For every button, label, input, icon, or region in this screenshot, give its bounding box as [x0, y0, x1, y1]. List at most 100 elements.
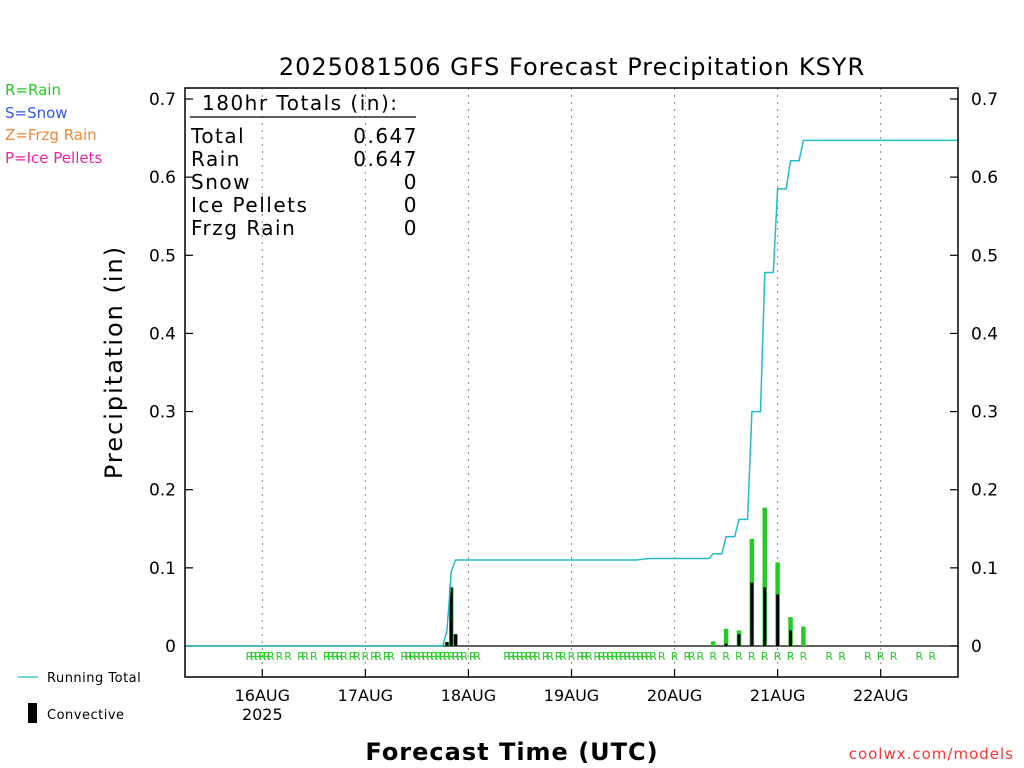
ptype-label: R [593, 650, 601, 663]
y-tick-label-left: 0.3 [149, 403, 176, 423]
y-tick-label-right: 0.5 [971, 246, 998, 266]
legend-ice-pellets: P=Ice Pellets [5, 148, 103, 167]
ptype-label: R [761, 650, 769, 663]
totals-label-snow: Snow [191, 170, 251, 194]
ptype-label: R [623, 650, 631, 663]
y-axis-label: Precipitation (in) [100, 245, 128, 479]
y-tick-label-right: 0 [971, 637, 982, 657]
ptype-label: R [697, 650, 705, 663]
ptype-label: R [258, 650, 266, 663]
x-tick-label: 18AUG [441, 686, 496, 705]
ptype-label: R [301, 650, 309, 663]
ptype-label: R [529, 650, 537, 663]
ptype-label: R [323, 650, 331, 663]
ptype-label: R [619, 650, 627, 663]
ptype-label: R [512, 650, 520, 663]
ptype-label: R [417, 650, 425, 663]
ptype-label: R [684, 650, 692, 663]
ptype-label: R [267, 650, 275, 663]
ptype-label: R [456, 650, 464, 663]
ptype-label: R [636, 650, 644, 663]
x-tick-label: 16AUG [235, 686, 290, 705]
precip-bar [762, 507, 767, 646]
ptype-label: R [276, 650, 284, 663]
y-tick-label-right: 0.7 [971, 90, 998, 110]
ptype-label: R [649, 650, 657, 663]
totals-header: 180hr Totals (in): [202, 91, 399, 115]
ptype-label: R [890, 650, 898, 663]
ptype-label: R [362, 650, 370, 663]
ptype-label: R [576, 650, 584, 663]
totals-label-frzg-rain: Frzg Rain [191, 216, 296, 240]
ptype-label: R [916, 650, 924, 663]
x-tick-label: 20AUG [647, 686, 702, 705]
ptype-label: R [520, 650, 528, 663]
ptype-label: R [864, 650, 872, 663]
ptype-label: R [688, 650, 696, 663]
ptype-label: R [400, 650, 408, 663]
ptype-label: R [340, 650, 348, 663]
ptype-label: R [452, 650, 460, 663]
ptype-label: R [336, 650, 344, 663]
totals-value-snow: 0 [404, 170, 418, 194]
ptype-label: R [284, 650, 292, 663]
x-axis-label: Forecast Time (UTC) [365, 738, 658, 766]
ptype-label: R [473, 650, 481, 663]
ptype-label: R [404, 650, 412, 663]
ptype-label: R [426, 650, 434, 663]
ptype-label: R [331, 650, 339, 663]
y-tick-label-right: 0.2 [971, 481, 998, 501]
ptype-label: R [542, 650, 550, 663]
plot-frame [184, 87, 959, 678]
ptype-label: R [598, 650, 606, 663]
ptype-label: R [671, 650, 679, 663]
ptype-label: R [383, 650, 391, 663]
ptype-label: R [349, 650, 357, 663]
series-legend: Running Total Convective [18, 671, 141, 723]
ptype-label: R [439, 650, 447, 663]
ptype-label: R [722, 650, 730, 663]
y-tick-label-left: 0.6 [149, 168, 176, 188]
convective-bar [449, 587, 453, 646]
totals-value-total: 0.647 [353, 124, 418, 148]
ptype-label: R [413, 650, 421, 663]
chart-title: 2025081506 GFS Forecast Precipitation KS… [279, 53, 865, 81]
ptype-label: R [632, 650, 640, 663]
y-tick-label-left: 0.1 [149, 559, 176, 579]
x-tick-label: 19AUG [544, 686, 599, 705]
ptype-label: R [787, 650, 795, 663]
ptype-label: R [430, 650, 438, 663]
ptype-label: R [838, 650, 846, 663]
ptype-label: R [516, 650, 524, 663]
ptype-label: R [327, 650, 335, 663]
ptype-label: R [469, 650, 477, 663]
ptype-label: R [645, 650, 653, 663]
convective-bar [445, 642, 449, 646]
ptype-label: R [735, 650, 743, 663]
ptype-label: R [611, 650, 619, 663]
convective-legend-label: Convective [47, 708, 125, 723]
y-tick-label-right: 0.4 [971, 324, 998, 344]
ptype-label: R [254, 650, 262, 663]
legend-frzg-rain: Z=Frzg Rain [5, 126, 97, 144]
ptype-label: R [435, 650, 443, 663]
legend-snow: S=Snow [5, 103, 68, 122]
legend-rain: R=Rain [5, 81, 61, 99]
convective-bar [763, 587, 767, 646]
ptype-label: R [374, 650, 382, 663]
y-tick-label-left: 0.5 [149, 246, 176, 266]
ptype-label: R [748, 650, 756, 663]
y-tick-label-right: 0.6 [971, 168, 998, 188]
ptype-label: R [508, 650, 516, 663]
ptype-label: R [774, 650, 782, 663]
ptype-label: R [709, 650, 717, 663]
y-tick-label-left: 0.4 [149, 324, 176, 344]
ptype-label: R [602, 650, 610, 663]
y-tick-label-left: 0.2 [149, 481, 176, 501]
ptype-label: R [503, 650, 511, 663]
grid-lines [185, 88, 958, 677]
x-tick-label: 22AUG [853, 686, 908, 705]
ptype-label: R [533, 650, 541, 663]
